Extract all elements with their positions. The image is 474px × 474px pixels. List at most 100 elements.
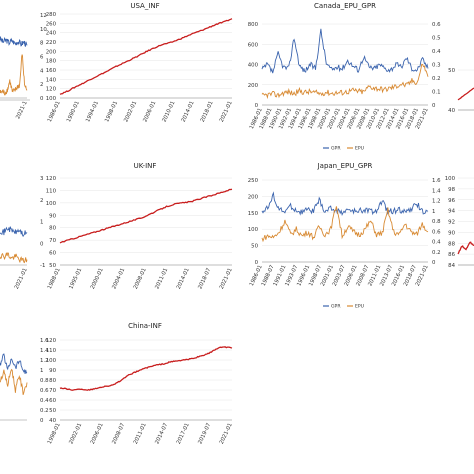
x-tick-label: 2008-07 bbox=[111, 422, 126, 445]
y-tick-label: 120 bbox=[46, 87, 57, 93]
y-tick-label: 260 bbox=[46, 21, 57, 27]
series-line-GPR bbox=[261, 28, 429, 74]
y-tick-label: 90 bbox=[49, 213, 56, 219]
y-tick-label: 94 bbox=[448, 209, 455, 215]
chart-title: Canada_EPU_GPR bbox=[314, 2, 376, 10]
y-tick-label: 150 bbox=[248, 211, 259, 217]
legend-label: EPU bbox=[355, 304, 364, 310]
y2-tick-label: 1.2 bbox=[432, 199, 441, 205]
y2-tick-label: 10 bbox=[40, 27, 47, 33]
y-tick-label: 100 bbox=[46, 201, 57, 207]
series-line-orange bbox=[0, 53, 28, 96]
x-tick-label: 2010-01 bbox=[162, 100, 177, 123]
y2-tick-label: 4 bbox=[40, 68, 44, 74]
series-line-blue bbox=[0, 353, 28, 374]
y-tick-label: 200 bbox=[46, 49, 57, 55]
y2-tick-label: 0 bbox=[432, 103, 436, 109]
y2-tick-label: 0 bbox=[40, 241, 44, 247]
y-tick-label: 120 bbox=[46, 338, 57, 344]
legend-label: EPU bbox=[355, 146, 364, 152]
x-tick-label: 1998-01 bbox=[47, 422, 62, 445]
y-tick-label: 600 bbox=[248, 42, 259, 48]
x-tick-label: 1988-01 bbox=[47, 267, 62, 290]
x-tick-label: 2019-07 bbox=[0, 267, 2, 290]
y-tick-label: 84 bbox=[448, 263, 455, 269]
series-line-GPR bbox=[261, 191, 429, 217]
series-line-red bbox=[59, 18, 233, 95]
y-tick-label: 220 bbox=[46, 40, 57, 46]
x-tick-label: 1990-01 bbox=[66, 100, 81, 123]
y2-tick-label: 1.4 bbox=[432, 188, 441, 194]
chart-title: Japan_EPU_GPR bbox=[317, 162, 373, 170]
y2-tick-label: 0.8 bbox=[40, 378, 49, 384]
y-tick-label: 60 bbox=[49, 251, 56, 257]
y2-tick-label: 0.4 bbox=[432, 240, 441, 246]
x-tick-label: 1994-01 bbox=[85, 100, 100, 123]
y2-tick-label: 0.4 bbox=[432, 49, 441, 55]
y-tick-label: 96 bbox=[448, 198, 455, 204]
y2-tick-label: 0 bbox=[40, 418, 44, 424]
x-tick-label: 2008-01 bbox=[133, 267, 148, 290]
chart-left-bottom: 1.6 1.4 1.2 1 0.8 0.6 0.4 0.2 0 bbox=[0, 338, 49, 424]
y2-tick-label: 1.2 bbox=[40, 358, 49, 364]
y-tick-label: 200 bbox=[248, 194, 259, 200]
y2-tick-label: 0.1 bbox=[432, 90, 441, 96]
y2-tick-label: 1.6 bbox=[432, 178, 441, 184]
series-line-orange bbox=[0, 368, 28, 395]
y-tick-label: 200 bbox=[248, 83, 259, 89]
y-tick-label: 280 bbox=[46, 12, 57, 18]
y-tick-label: 80 bbox=[49, 378, 56, 384]
chart-title: UK-INF bbox=[134, 162, 157, 170]
y2-tick-label: 1.6 bbox=[40, 338, 49, 344]
series-line-red bbox=[59, 346, 233, 391]
y-tick-label: 160 bbox=[46, 68, 57, 74]
y2-tick-label: 2 bbox=[40, 198, 43, 204]
y-tick-label: 800 bbox=[248, 22, 259, 28]
y-tick-label: 86 bbox=[448, 252, 455, 258]
y2-tick-label: 0.6 bbox=[432, 229, 441, 235]
x-tick-label: 2011-01 bbox=[133, 422, 148, 445]
x-tick-label: 1986-01 bbox=[47, 100, 62, 123]
y-tick-label: 100 bbox=[46, 96, 57, 102]
y2-tick-label: 0 bbox=[432, 260, 436, 266]
series-line-EPU bbox=[261, 206, 429, 243]
chart-left-top: 12 10 8 6 4 2 0 2019-1 2021-1 bbox=[0, 13, 47, 120]
y2-tick-label: 0.2 bbox=[432, 76, 441, 82]
x-tick-label: 2021-01 bbox=[14, 267, 29, 290]
series-line-red bbox=[457, 241, 474, 255]
y2-tick-label: 0 bbox=[40, 96, 44, 102]
x-tick-label: 2000-01 bbox=[90, 267, 105, 290]
y-tick-label: 80 bbox=[49, 226, 56, 232]
series-line-red bbox=[59, 188, 233, 244]
y2-tick-label: 0.2 bbox=[40, 408, 49, 414]
y-tick-label: 0 bbox=[255, 103, 259, 109]
y-tick-label: 100 bbox=[445, 176, 456, 182]
y-tick-label: 400 bbox=[248, 63, 259, 69]
y-tick-label: 0 bbox=[255, 260, 259, 266]
x-tick-label: 2006-01 bbox=[142, 100, 157, 123]
x-tick-label: 2018-01 bbox=[200, 100, 215, 123]
y-tick-label: 50 bbox=[251, 244, 258, 250]
y2-tick-label: 3 bbox=[40, 176, 43, 182]
x-tick-label: 2014-01 bbox=[176, 267, 191, 290]
y-tick-label: 50 bbox=[448, 68, 455, 74]
y-tick-label: 50 bbox=[49, 263, 56, 269]
x-tick-label: 2018-07 bbox=[197, 267, 212, 290]
series-line-blue bbox=[0, 226, 28, 238]
chart-japan-epu-gpr: Japan_EPU_GPR 250 200 150 100 50 0 1.6 1.4 1.2 1 0… bbox=[248, 162, 441, 310]
y-tick-label: 140 bbox=[46, 77, 57, 83]
x-tick-label: 2002-01 bbox=[68, 422, 83, 445]
series-line-blue bbox=[0, 36, 28, 47]
x-tick-label: 2021-1 bbox=[15, 100, 29, 120]
y-tick-label: 90 bbox=[448, 230, 455, 236]
x-tick-label: 2014-07 bbox=[154, 422, 169, 445]
chart-right-mid: 100 98 96 94 92 90 88 86 84 bbox=[445, 176, 474, 269]
chart-title: China-INF bbox=[128, 322, 162, 330]
y-tick-label: 250 bbox=[248, 178, 259, 184]
x-tick-label: 2019-1 bbox=[0, 100, 2, 120]
x-tick-label: 2019-07 bbox=[197, 422, 212, 445]
y-tick-label: 40 bbox=[49, 418, 56, 424]
series-line-orange bbox=[0, 252, 28, 264]
